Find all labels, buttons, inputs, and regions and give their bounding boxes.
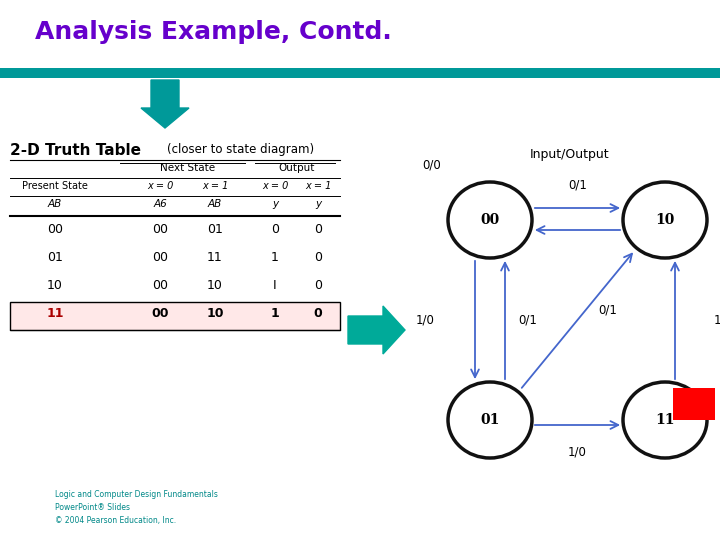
Text: 0/1: 0/1 [518, 314, 537, 327]
Text: 01: 01 [480, 413, 500, 427]
Text: 00: 00 [152, 251, 168, 264]
Text: x = 0: x = 0 [262, 181, 288, 191]
Text: I: I [273, 279, 276, 292]
Text: 01: 01 [207, 223, 223, 236]
Text: Input/Output: Input/Output [530, 148, 610, 161]
Text: 01: 01 [47, 251, 63, 264]
Bar [0, 68, 720, 78]
Text: 0: 0 [271, 223, 279, 236]
Text: y: y [272, 199, 278, 209]
Ellipse shape [448, 382, 532, 458]
Text: 1: 1 [271, 251, 279, 264]
Text: (closer to state diagram): (closer to state diagram) [167, 143, 314, 156]
Polygon shape [348, 306, 405, 354]
Text: AB: AB [208, 199, 222, 209]
Polygon shape [141, 80, 189, 128]
Ellipse shape [623, 182, 707, 258]
Text: Present State: Present State [22, 181, 88, 191]
Text: 1/0: 1/0 [714, 314, 720, 327]
Text: x = 1: x = 1 [202, 181, 228, 191]
Text: 2-D Truth Table: 2-D Truth Table [10, 143, 141, 158]
Text: Next State: Next State [160, 163, 215, 173]
Text: 00: 00 [47, 223, 63, 236]
Text: 0: 0 [314, 307, 323, 320]
Text: AB: AB [48, 199, 62, 209]
Text: 00: 00 [151, 307, 168, 320]
Text: 00: 00 [152, 279, 168, 292]
Text: Analysis Example, Contd.: Analysis Example, Contd. [35, 20, 392, 44]
Text: 10: 10 [47, 279, 63, 292]
Bar [10, 302, 340, 330]
Text: 0: 0 [314, 279, 322, 292]
Text: 1: 1 [271, 307, 279, 320]
Text: 10: 10 [655, 213, 675, 227]
Text: 00: 00 [480, 213, 500, 227]
Text: Output: Output [279, 163, 315, 173]
Text: y: y [315, 199, 321, 209]
Text: 00: 00 [152, 223, 168, 236]
Text: 0/1: 0/1 [598, 303, 617, 316]
Text: 11: 11 [655, 413, 675, 427]
Text: 0/0: 0/0 [423, 159, 441, 172]
Text: x = 1: x = 1 [305, 181, 331, 191]
Text: 11: 11 [207, 251, 223, 264]
Ellipse shape [448, 182, 532, 258]
Text: 10: 10 [207, 279, 223, 292]
Text: 0: 0 [314, 251, 322, 264]
Text: A6: A6 [153, 199, 167, 209]
Text: 1/0: 1/0 [568, 446, 587, 458]
Text: 1/0: 1/0 [415, 314, 434, 327]
Text: 0/1: 0/1 [568, 179, 587, 192]
Text: x = 0: x = 0 [147, 181, 174, 191]
Text: 11: 11 [46, 307, 64, 320]
Text: Logic and Computer Design Fundamentals
PowerPoint® Slides
© 2004 Pearson Educati: Logic and Computer Design Fundamentals P… [55, 490, 218, 525]
Ellipse shape [623, 382, 707, 458]
Text: 0: 0 [314, 223, 322, 236]
Text: 10: 10 [206, 307, 224, 320]
Bar [673, 388, 715, 420]
